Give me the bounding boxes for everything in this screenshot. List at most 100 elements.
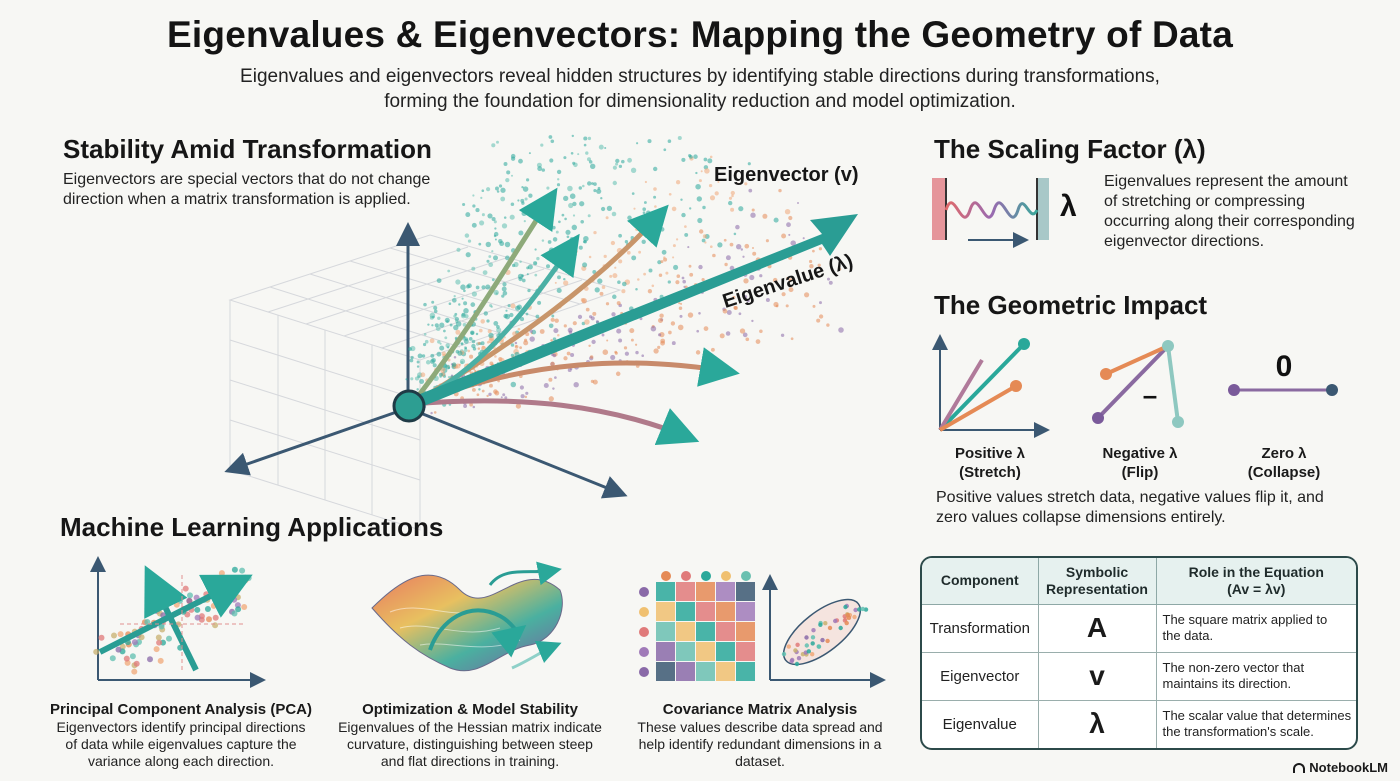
data-point xyxy=(810,635,816,640)
data-point xyxy=(519,385,524,390)
covariance-block: Covariance Matrix Analysis These values … xyxy=(620,700,900,770)
data-point xyxy=(588,344,591,348)
data-point xyxy=(687,246,690,249)
data-point xyxy=(600,206,606,212)
role-line: The non-zero vector that xyxy=(1162,660,1305,676)
data-point xyxy=(551,225,556,230)
data-point xyxy=(698,264,703,270)
data-point xyxy=(566,351,571,356)
data-point xyxy=(571,224,578,231)
data-point xyxy=(534,261,538,265)
data-point xyxy=(457,350,463,356)
data-point xyxy=(157,657,164,664)
data-point xyxy=(561,250,564,253)
data-point xyxy=(489,383,493,388)
data-point xyxy=(186,597,193,604)
data-point xyxy=(231,610,238,617)
data-point xyxy=(511,263,516,268)
data-point xyxy=(804,292,810,298)
symbol-cell: v xyxy=(1038,652,1157,701)
data-point xyxy=(592,311,597,316)
data-point xyxy=(788,233,791,236)
data-point xyxy=(660,260,664,264)
data-point xyxy=(823,621,828,626)
data-point xyxy=(695,350,701,355)
data-point xyxy=(563,195,569,202)
data-point xyxy=(689,155,693,159)
data-point xyxy=(548,247,554,253)
data-point xyxy=(648,268,653,273)
table-header-cell: Component xyxy=(922,558,1039,605)
data-point xyxy=(453,295,456,298)
data-point xyxy=(647,139,652,144)
data-point xyxy=(684,285,688,289)
data-point xyxy=(744,243,750,249)
data-point xyxy=(583,235,589,242)
data-point xyxy=(552,337,557,341)
stability-text-line: direction when a matrix transformation i… xyxy=(63,191,411,208)
data-point xyxy=(501,294,505,298)
data-point xyxy=(650,325,657,332)
covariance-title: Covariance Matrix Analysis xyxy=(662,701,858,718)
brand-logo: NotebookLM xyxy=(1293,760,1388,775)
data-point xyxy=(487,329,492,334)
data-point xyxy=(599,291,604,296)
data-point xyxy=(449,323,453,327)
component-cell: Eigenvalue xyxy=(922,700,1039,748)
data-point xyxy=(481,285,486,290)
eigenvector-arrow xyxy=(410,214,858,410)
data-point xyxy=(573,381,579,388)
data-point xyxy=(158,623,165,630)
data-point xyxy=(740,248,744,251)
data-point xyxy=(751,208,755,212)
data-point xyxy=(510,153,516,159)
header-line: (Av = λv) xyxy=(1227,580,1286,597)
transform-arrow xyxy=(409,398,700,446)
data-point xyxy=(717,242,723,248)
data-point xyxy=(786,644,791,649)
data-point xyxy=(463,289,466,293)
data-point xyxy=(475,332,479,336)
perspective-grid xyxy=(228,234,622,531)
data-point xyxy=(527,288,531,293)
data-point xyxy=(494,355,497,358)
data-point xyxy=(729,242,734,247)
data-point xyxy=(561,244,565,248)
data-point xyxy=(500,196,506,202)
data-point xyxy=(423,332,427,336)
data-point xyxy=(439,345,445,351)
data-point xyxy=(631,192,635,195)
scaling-text-line: of stretching or compressing xyxy=(1104,193,1305,210)
data-point xyxy=(838,625,843,631)
data-point xyxy=(597,186,601,190)
matrix-row-marker xyxy=(639,587,649,597)
data-point xyxy=(123,655,130,662)
data-point xyxy=(430,411,433,415)
data-point xyxy=(443,329,446,333)
data-point xyxy=(773,217,779,223)
data-point xyxy=(624,240,629,244)
data-point xyxy=(709,195,716,201)
data-point xyxy=(502,393,506,397)
data-point xyxy=(739,328,746,334)
pca-line: of data while eigenvalues capture the xyxy=(65,736,297,752)
data-point xyxy=(726,310,732,315)
data-point xyxy=(166,635,172,642)
data-point xyxy=(698,312,701,315)
data-point xyxy=(810,652,815,657)
data-point xyxy=(486,341,490,344)
data-point xyxy=(615,158,620,164)
data-point xyxy=(634,343,638,346)
data-point xyxy=(480,319,485,324)
data-point xyxy=(491,216,496,222)
data-point xyxy=(549,158,554,163)
data-point xyxy=(430,353,435,358)
data-point xyxy=(510,174,514,177)
data-point xyxy=(605,216,609,220)
data-point xyxy=(589,163,596,170)
data-point xyxy=(614,350,618,354)
data-point xyxy=(654,205,657,208)
matrix-cell xyxy=(736,582,755,601)
table-row: Eigenvalue λ The scalar value that deter… xyxy=(922,700,1356,748)
case-title: Negative λ xyxy=(1102,445,1178,462)
